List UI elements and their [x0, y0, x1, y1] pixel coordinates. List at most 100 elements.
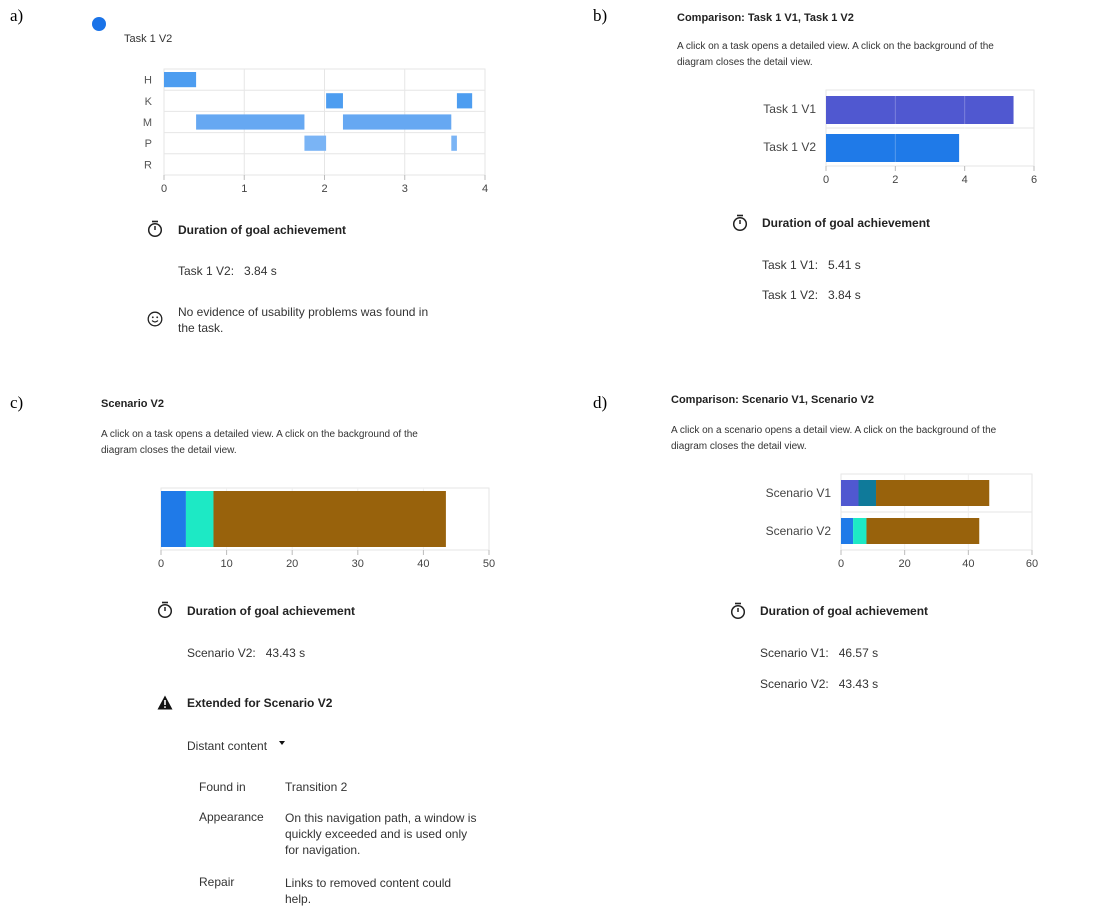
found-in-label: Found in: [199, 780, 246, 794]
x-tick-label: 40: [962, 558, 974, 570]
duration-value: 5.41 s: [828, 258, 861, 272]
panel-a-label: a): [10, 6, 24, 25]
x-tick-label: 2: [892, 174, 898, 186]
x-tick-label: 20: [286, 558, 298, 570]
x-tick-label: 60: [1026, 558, 1038, 570]
metric-title-c: Duration of goal achievement: [187, 604, 356, 618]
x-tick-label: 1: [241, 183, 247, 195]
appearance-line: On this navigation path, a window is: [285, 811, 477, 825]
duration-label: Scenario V2:: [760, 677, 829, 691]
y-tick-label: Task 1 V2: [763, 140, 816, 154]
panel-c-description: A click on a task opens a detailed view.…: [101, 427, 418, 459]
x-tick-label: 2: [321, 183, 327, 195]
desc-line: diagram closes the detail view.: [677, 57, 813, 68]
x-tick-label: 6: [1031, 174, 1037, 186]
timeline-bar: [451, 135, 457, 151]
desc-line: A click on a task opens a detailed view.…: [101, 429, 418, 440]
duration-row: Scenario V2: 43.43 s: [760, 677, 878, 691]
duration-row: Task 1 V2: 3.84 s: [762, 288, 861, 302]
stacked-bar-segment: [213, 491, 446, 547]
stacked-bar-segment: [858, 480, 877, 506]
metric-title-a: Duration of goal achievement: [178, 223, 347, 237]
caret-down-icon: [279, 741, 286, 745]
usability-note: No evidence of usability problems was fo…: [178, 304, 428, 336]
y-tick-label: Task 1 V1: [763, 102, 816, 116]
legend-label: Task 1 V2: [124, 33, 173, 45]
duration-row: Task 1 V1: 5.41 s: [762, 258, 861, 272]
stopwatch-icon: [146, 220, 164, 238]
x-tick-label: 20: [899, 558, 911, 570]
bar: [826, 96, 1014, 124]
y-tick-label: R: [144, 159, 152, 171]
duration-row: Scenario V1: 46.57 s: [760, 646, 878, 660]
y-tick-label: P: [145, 138, 152, 150]
stacked-bar-segment: [866, 518, 980, 544]
note-line: No evidence of usability problems was fo…: [178, 305, 429, 319]
stacked-bar-segment: [876, 480, 990, 506]
panel-c-label: c): [10, 393, 24, 412]
note-line: the task.: [178, 321, 224, 335]
timeline-bar: [456, 93, 473, 109]
issue-dropdown[interactable]: Distant content: [187, 739, 286, 753]
stopwatch-icon: [156, 601, 174, 619]
x-tick-label: 4: [482, 183, 488, 195]
y-tick-label: Scenario V1: [766, 486, 832, 500]
timeline-bar: [196, 114, 305, 130]
x-tick-label: 0: [158, 558, 164, 570]
stacked-bar-segment: [185, 491, 214, 547]
appearance-line: quickly exceeded and is used only: [285, 827, 468, 841]
stacked-bar-segment: [841, 480, 859, 506]
warning-title: Extended for Scenario V2: [187, 696, 333, 710]
repair-label: Repair: [199, 875, 235, 889]
panel-d-label: d): [593, 393, 608, 412]
stopwatch-icon: [731, 214, 749, 232]
metric-title-d: Duration of goal achievement: [760, 604, 929, 618]
duration-label: Task 1 V1:: [762, 258, 819, 272]
stacked-bar-segment: [161, 491, 186, 547]
stacked-bar-segment: [841, 518, 854, 544]
duration-row: Scenario V2: 43.43 s: [187, 646, 305, 660]
stopwatch-icon: [729, 602, 747, 620]
duration-label: Scenario V1:: [760, 646, 829, 660]
repair-line: Links to removed content could: [285, 876, 452, 890]
chart-c[interactable]: 0 10 20 30 40 50: [140, 476, 510, 586]
appearance-value: On this navigation path, a window is qui…: [285, 810, 476, 858]
desc-line: diagram closes the detail view.: [101, 445, 237, 456]
smiley-icon: [147, 311, 163, 327]
repair-line: help.: [285, 892, 312, 906]
duration-value: 3.84 s: [828, 288, 861, 302]
duration-value: 43.43 s: [265, 646, 306, 660]
panel-b-label: b): [593, 6, 608, 25]
duration-value: 43.43 s: [838, 677, 879, 691]
x-tick-label: 30: [352, 558, 364, 570]
panel-b-description: A click on a task opens a detailed view.…: [677, 39, 994, 71]
duration-label: Task 1 V2:: [178, 264, 235, 278]
timeline-bar: [326, 93, 343, 109]
x-tick-label: 50: [483, 558, 495, 570]
desc-line: A click on a task opens a detailed view.…: [677, 41, 994, 52]
panel-d-title: Comparison: Scenario V1, Scenario V2: [671, 394, 874, 406]
x-tick-label: 10: [220, 558, 232, 570]
x-tick-label: 4: [962, 174, 968, 186]
timeline-bar: [304, 135, 327, 151]
duration-value: 46.57 s: [838, 646, 879, 660]
chart-b[interactable]: Task 1 V1 Task 1 V2 0 2 4 6: [740, 88, 1050, 198]
desc-line: A click on a scenario opens a detail vie…: [671, 425, 997, 436]
repair-value: Links to removed content could help.: [285, 875, 451, 907]
appearance-label: Appearance: [199, 810, 264, 824]
x-tick-label: 0: [161, 183, 167, 195]
found-in-value: Transition 2: [285, 780, 348, 794]
dropdown-label: Distant content: [187, 739, 268, 753]
timeline-bar: [164, 72, 197, 88]
duration-value: 3.84 s: [244, 264, 277, 278]
panel-b-title: Comparison: Task 1 V1, Task 1 V2: [677, 12, 854, 24]
warning-icon: [157, 695, 173, 710]
panel-c-title: Scenario V2: [101, 398, 164, 410]
timeline-bar: [342, 114, 452, 130]
appearance-line: for navigation.: [285, 843, 361, 857]
y-tick-label: K: [145, 96, 153, 108]
x-tick-label: 3: [402, 183, 408, 195]
y-tick-label: Scenario V2: [766, 524, 832, 538]
chart-d[interactable]: Scenario V1 Scenario V2 0 20 40 60: [740, 472, 1050, 584]
